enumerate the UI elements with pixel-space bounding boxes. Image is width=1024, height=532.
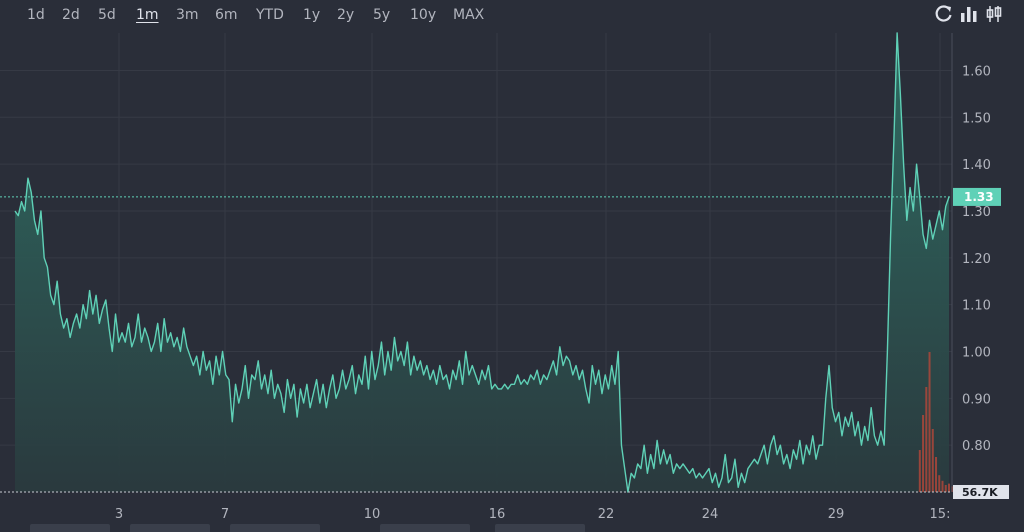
volume-bar — [938, 475, 941, 492]
range-btn-2y[interactable]: 2y — [337, 7, 355, 23]
x-tick-label: 3 — [115, 507, 123, 522]
range-btn-5d[interactable]: 5d — [98, 7, 116, 23]
volume-label: 56.7K — [962, 486, 998, 499]
volume-bar — [928, 352, 931, 492]
price-area-fill — [15, 33, 949, 492]
range-btn-1d[interactable]: 1d — [27, 7, 45, 23]
y-tick-label: 1.00 — [962, 345, 991, 360]
x-tick-label: 15: — [930, 507, 951, 522]
range-btn-3m[interactable]: 3m — [176, 7, 199, 23]
y-tick-label: 0.80 — [962, 439, 991, 454]
volume-bar — [944, 485, 947, 492]
range-toolbar: 1d 2d 5d 1m 3m 6m YTD 1y 2y 5y 10y MAX — [0, 0, 1024, 32]
price-line — [14, 32, 950, 493]
volume-bar — [948, 483, 950, 492]
navigator-tab[interactable] — [380, 524, 470, 532]
y-tick-label: 1.20 — [962, 252, 991, 267]
x-tick-label: 7 — [221, 507, 229, 522]
navigator-tab[interactable] — [130, 524, 210, 532]
x-tick-label: 10 — [364, 507, 381, 522]
price-line-path — [14, 32, 950, 493]
range-btn-ytd[interactable]: YTD — [256, 7, 284, 23]
range-btn-1m[interactable]: 1m — [136, 7, 159, 23]
range-btn-1y[interactable]: 1y — [303, 7, 321, 23]
navigator-tab[interactable] — [495, 524, 585, 532]
volume-bar — [935, 457, 938, 492]
range-btn-6m[interactable]: 6m — [215, 7, 238, 23]
range-btn-5y[interactable]: 5y — [373, 7, 391, 23]
y-tick-label: 0.90 — [962, 392, 991, 407]
volume-bar — [931, 429, 934, 492]
volume-bar — [922, 415, 925, 492]
bottom-navigator[interactable] — [0, 522, 1024, 532]
current-price-label: 1.33 — [964, 190, 994, 204]
range-btn-max[interactable]: MAX — [453, 7, 485, 23]
x-tick-label: 29 — [828, 507, 845, 522]
range-btn-10y[interactable]: 10y — [410, 7, 437, 23]
volume-bar — [941, 480, 944, 492]
y-tick-label: 1.40 — [962, 158, 991, 173]
volume-bar — [918, 450, 921, 492]
volume-badge — [953, 485, 1009, 499]
x-tick-label: 22 — [598, 507, 615, 522]
volume-bar — [925, 387, 928, 492]
x-tick-label: 16 — [489, 507, 506, 522]
axes: 1.60 1.50 1.40 1.30 1.20 1.10 1.00 0.90 0.80 3 7 10… — [0, 33, 1009, 522]
y-tick-label: 1.60 — [962, 64, 991, 79]
price-area — [15, 33, 949, 492]
bar-chart-icon[interactable] — [959, 4, 979, 24]
navigator-tab[interactable] — [230, 524, 320, 532]
candlestick-icon[interactable] — [984, 4, 1004, 24]
current-price-badge — [953, 187, 1001, 206]
range-btn-2d[interactable]: 2d — [62, 7, 80, 23]
y-tick-label: 1.10 — [962, 299, 991, 314]
navigator-tab[interactable] — [30, 524, 110, 532]
y-tick-label: 1.50 — [962, 111, 991, 126]
x-tick-label: 24 — [702, 507, 719, 522]
refresh-icon[interactable] — [934, 4, 954, 24]
y-tick-label: 1.30 — [962, 205, 991, 220]
